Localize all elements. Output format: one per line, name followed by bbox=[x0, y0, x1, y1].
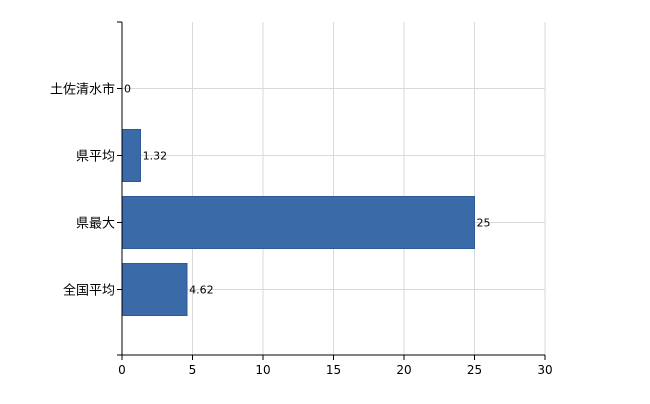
x-tick-label-20: 20 bbox=[396, 363, 411, 377]
data-label-0: 0 bbox=[124, 83, 131, 96]
category-label-3: 全国平均 bbox=[63, 283, 115, 299]
x-tick-label-25: 25 bbox=[467, 363, 482, 377]
x-tick-label-30: 30 bbox=[537, 363, 552, 377]
category-label-0: 土佐清水市 bbox=[50, 82, 115, 98]
category-label-2: 県最大 bbox=[76, 217, 115, 232]
x-tick-label-0: 0 bbox=[118, 363, 126, 377]
x-tick-label-5: 5 bbox=[189, 363, 197, 377]
data-label-3: 4.62 bbox=[189, 284, 214, 297]
category-label-1: 県平均 bbox=[76, 150, 115, 165]
bar-3 bbox=[121, 263, 188, 316]
x-tick-label-10: 10 bbox=[255, 363, 270, 377]
data-label-1: 1.32 bbox=[143, 150, 168, 163]
axis-layer bbox=[117, 21, 546, 360]
x-tick-label-15: 15 bbox=[326, 363, 341, 377]
bar-2 bbox=[121, 196, 475, 249]
data-label-2: 25 bbox=[477, 217, 491, 230]
bar-layer bbox=[121, 129, 475, 316]
bar-1 bbox=[121, 129, 142, 182]
